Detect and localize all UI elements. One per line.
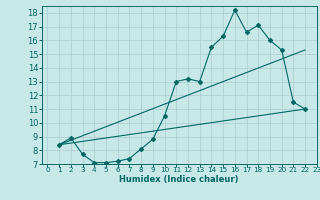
X-axis label: Humidex (Indice chaleur): Humidex (Indice chaleur) <box>119 175 239 184</box>
